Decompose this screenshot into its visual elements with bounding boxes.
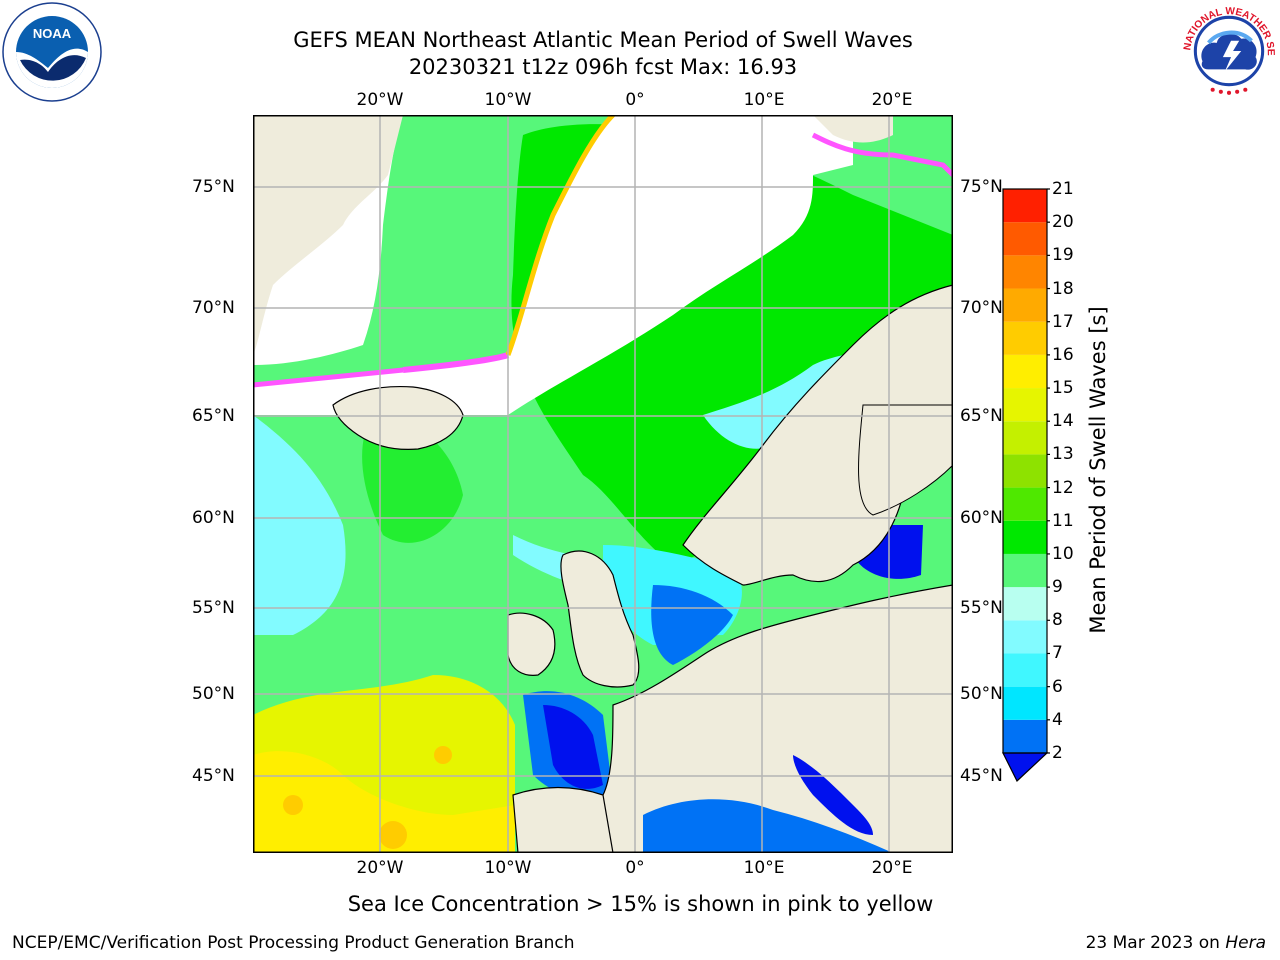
- colorbar-band: [1003, 587, 1047, 621]
- colorbar-band: [1003, 719, 1047, 753]
- lat-label-left: 50°N: [192, 684, 235, 704]
- colorbar-band: [1003, 520, 1047, 554]
- lat-label-right: 65°N: [960, 406, 1003, 426]
- colorbar-tick-label: 12: [1052, 477, 1074, 498]
- colorbar-tick-label: 18: [1052, 278, 1074, 299]
- colorbar-band: [1003, 454, 1047, 488]
- swell-period-map: [253, 115, 953, 853]
- nws-logo: NATIONAL WEATHER SERVICE: [1178, 0, 1278, 100]
- ireland: [507, 612, 556, 676]
- colorbar-band: [1003, 553, 1047, 588]
- credit-text: NCEP/EMC/Verification Post Processing Pr…: [12, 933, 575, 953]
- lon-label-bottom: 20°W: [356, 858, 404, 878]
- colorbar-tick-label: 14: [1052, 411, 1074, 432]
- iceland: [332, 386, 464, 450]
- graticule: [253, 115, 953, 853]
- iberia: [512, 786, 614, 853]
- lat-label-left: 65°N: [192, 406, 235, 426]
- lon-label-bottom: 10°E: [743, 858, 785, 878]
- colorbar-tick-label: 17: [1052, 311, 1074, 332]
- colorbar-band: [1003, 421, 1047, 455]
- colorbar-tick-label: 10: [1052, 543, 1074, 564]
- colorbar-band: [1003, 686, 1047, 720]
- lat-label-left: 60°N: [192, 508, 235, 528]
- lon-label-top: 10°W: [484, 90, 532, 110]
- chart-title: GEFS MEAN Northeast Atlantic Mean Period…: [293, 28, 913, 52]
- colorbar-tick-label: 6: [1052, 676, 1063, 697]
- lat-label-right: 45°N: [960, 766, 1003, 786]
- colorbar-band: [1003, 222, 1047, 256]
- lon-label-top: 20°E: [871, 90, 913, 110]
- sea-ice-note: Sea Ice Concentration > 15% is shown in …: [347, 892, 934, 916]
- colorbar-band: [1003, 653, 1047, 687]
- svalbard: [813, 115, 893, 143]
- continental-europe: [598, 584, 953, 853]
- colorbar-band: [1003, 620, 1047, 654]
- lat-label-right: 50°N: [960, 684, 1003, 704]
- lon-label-bottom: 20°E: [871, 858, 913, 878]
- lon-label-top: 20°W: [356, 90, 404, 110]
- great-britain: [560, 550, 640, 688]
- colorbar-tick-label: 15: [1052, 378, 1074, 399]
- lon-label-top: 10°E: [743, 90, 785, 110]
- colorbar-band: [1003, 388, 1047, 422]
- colorbar-tick-label: 2: [1052, 743, 1063, 763]
- colorbar-tick-label: 19: [1052, 245, 1074, 266]
- colorbar: [1002, 188, 1050, 782]
- colorbar-band: [1003, 487, 1047, 521]
- lat-label-left: 45°N: [192, 766, 235, 786]
- noaa-logo-text: NOAA: [33, 26, 72, 41]
- lat-label-right: 60°N: [960, 508, 1003, 528]
- lat-label-left: 75°N: [192, 177, 235, 197]
- colorbar-label: Mean Period of Swell Waves [s]: [1086, 306, 1110, 634]
- colorbar-tick-label: 13: [1052, 444, 1074, 465]
- region-8s: [253, 415, 346, 635]
- machine-name: Hera: [1225, 933, 1266, 953]
- colorbar-under-arrow: [1002, 752, 1049, 782]
- colorbar-tick-label: 9: [1052, 577, 1063, 598]
- lat-label-right: 55°N: [960, 598, 1003, 618]
- colorbar-bands: [1003, 189, 1047, 753]
- mediterranean: [643, 799, 893, 853]
- date-text: 23 Mar 2023 on Hera: [1086, 932, 1266, 954]
- colorbar-tick-label: 8: [1052, 610, 1063, 631]
- colorbar-tick-label: 4: [1052, 709, 1063, 730]
- lon-label-bottom: 10°W: [484, 858, 532, 878]
- colorbar-band: [1003, 354, 1047, 389]
- colorbar-band: [1003, 189, 1047, 223]
- noaa-logo: NOAA: [2, 2, 102, 102]
- adriatic: [793, 755, 873, 835]
- colorbar-tick-label: 16: [1052, 344, 1074, 365]
- lat-label-left: 70°N: [192, 298, 235, 318]
- colorbar-tick-label: 21: [1052, 179, 1074, 199]
- colorbar-tick-label: 20: [1052, 212, 1074, 233]
- colorbar-band: [1003, 288, 1047, 322]
- chart-subtitle: 20230321 t12z 096h fcst Max: 16.93: [408, 55, 798, 79]
- lon-label-top: 0°: [625, 90, 645, 110]
- lat-label-right: 75°N: [960, 177, 1003, 197]
- colorbar-tick-label: 11: [1052, 510, 1074, 531]
- colorbar-tick-label: 7: [1052, 643, 1063, 664]
- lon-label-bottom: 0°: [625, 858, 645, 878]
- colorbar-band: [1003, 255, 1047, 289]
- colorbar-band: [1003, 321, 1047, 355]
- lat-label-right: 70°N: [960, 298, 1003, 318]
- lat-label-left: 55°N: [192, 598, 235, 618]
- date-value: 23 Mar 2023 on: [1085, 933, 1220, 953]
